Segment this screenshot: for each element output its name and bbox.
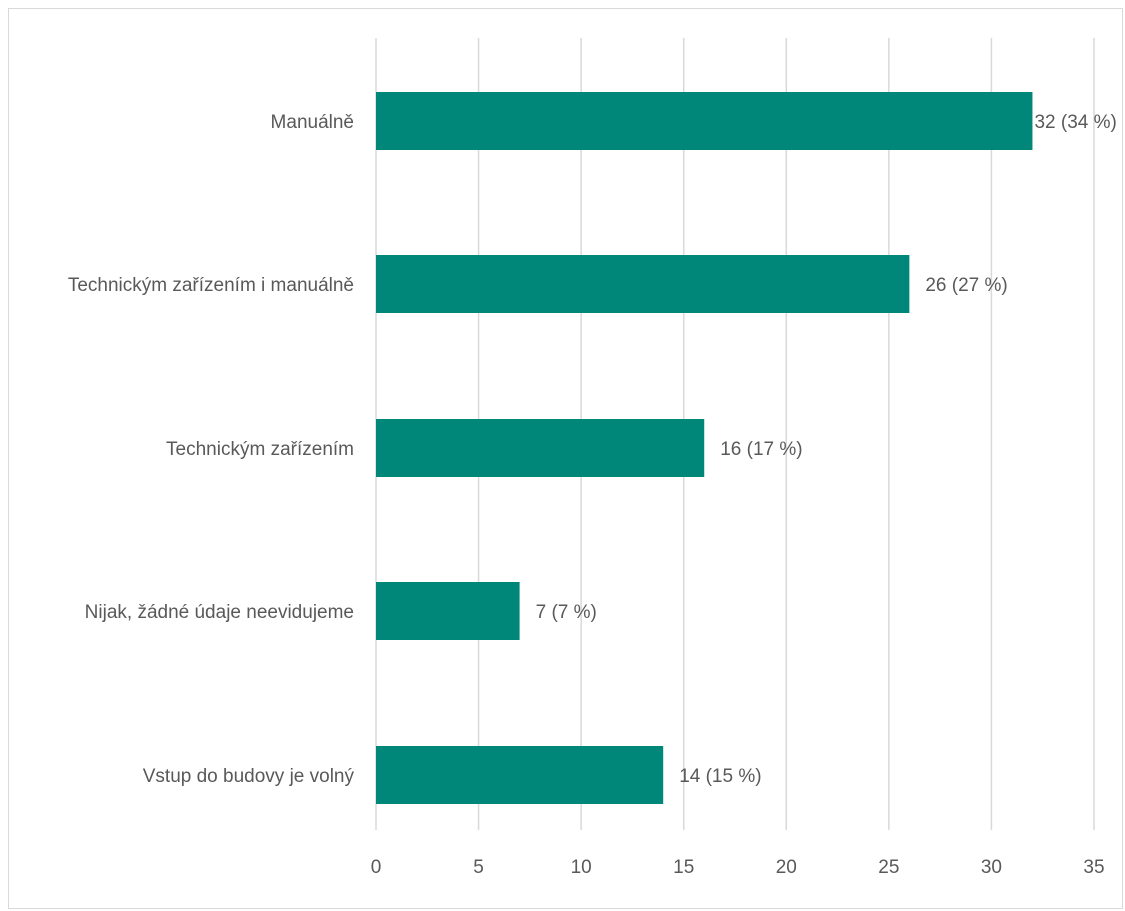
x-tick-label: 35	[1083, 857, 1104, 878]
category-labels: Manuálně Technickým zařízením i manuálně T…	[68, 112, 355, 787]
category-label: Nijak, žádné údaje neevidujeme	[85, 602, 354, 623]
data-label: 14 (15 %)	[679, 766, 761, 787]
bar	[376, 746, 664, 804]
x-tick-label: 20	[776, 857, 797, 878]
bar	[376, 419, 705, 477]
bar	[376, 92, 1033, 150]
data-labels: 32 (34 %) 26 (27 %) 16 (17 %) 7 (7 %) 14 (15…	[536, 112, 1117, 787]
bar	[376, 582, 520, 640]
bars	[376, 92, 1033, 804]
gridlines	[375, 38, 1095, 830]
x-tick-label: 30	[981, 857, 1002, 878]
bar	[376, 255, 910, 313]
x-axis-tick-labels: 0 5 10 15 20 25 30 35	[371, 857, 1105, 878]
x-tick-label: 25	[878, 857, 899, 878]
category-label: Manuálně	[271, 112, 354, 133]
category-label: Technickým zařízením	[166, 439, 354, 460]
x-tick-label: 0	[371, 857, 382, 878]
x-tick-label: 10	[571, 857, 592, 878]
x-tick-label: 5	[473, 857, 484, 878]
category-label: Technickým zařízením i manuálně	[68, 275, 354, 296]
data-label: 7 (7 %)	[536, 602, 597, 623]
category-label: Vstup do budovy je volný	[143, 766, 355, 787]
data-label: 16 (17 %)	[720, 439, 802, 460]
data-label: 26 (27 %)	[925, 275, 1007, 296]
data-label: 32 (34 %)	[1034, 112, 1116, 133]
x-tick-label: 15	[673, 857, 694, 878]
